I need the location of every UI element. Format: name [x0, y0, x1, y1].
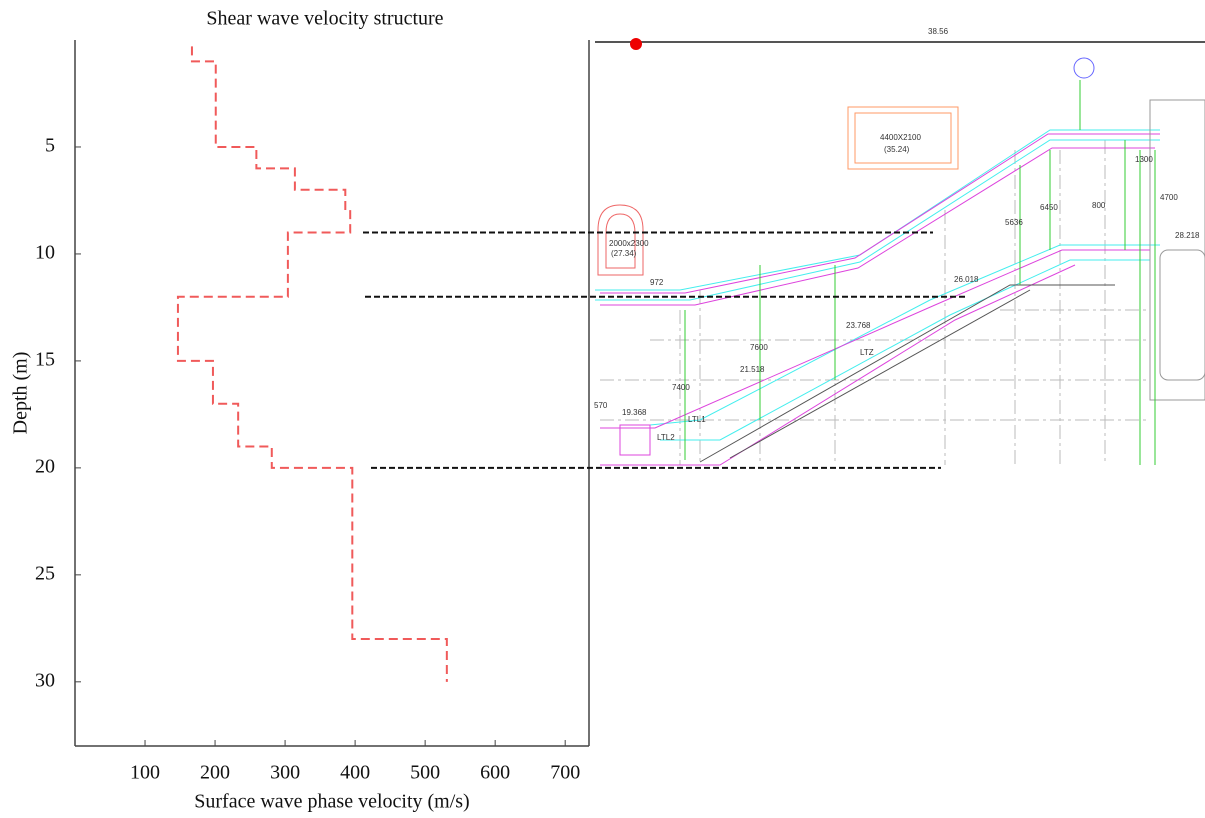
- cad-label: LTZ: [860, 348, 874, 357]
- y-tick-label: 25: [35, 562, 55, 584]
- x-tick-label: 100: [130, 762, 160, 784]
- cad-label: 570: [594, 401, 608, 410]
- chart-title: Shear wave velocity structure: [206, 8, 443, 30]
- x-tick-label: 700: [550, 762, 580, 784]
- x-tick-label: 400: [340, 762, 370, 784]
- y-tick-label: 20: [35, 455, 55, 477]
- cad-label: LTL2: [657, 433, 675, 442]
- upper-stair-cyan: [595, 129, 1160, 441]
- cad-label: 972: [650, 278, 664, 287]
- cad-drawing: [595, 38, 1205, 466]
- cad-label: 5636: [1005, 218, 1023, 227]
- cad-label: 26.018: [954, 275, 979, 284]
- cad-label: 7400: [672, 383, 690, 392]
- cad-label: 23.768: [846, 321, 871, 330]
- cad-labels: 38.56 4400X2100 (35.24) 2000x2300 (27.34…: [594, 27, 1200, 442]
- cad-label: 4400X2100: [880, 133, 921, 142]
- duct-box-inner: [854, 112, 952, 164]
- x-tick-label: 500: [410, 762, 440, 784]
- cad-label: 19.368: [622, 408, 647, 417]
- cad-label: 6450: [1040, 203, 1058, 212]
- cad-label: 21.518: [740, 365, 765, 374]
- cad-label: 4700: [1160, 193, 1178, 202]
- x-axis-label: Surface wave phase velocity (m/s): [194, 791, 469, 813]
- cad-label: LTL1: [688, 415, 706, 424]
- stair-magenta: [600, 133, 1160, 466]
- marker-dot: [630, 38, 642, 50]
- cad-label: (35.24): [884, 145, 910, 154]
- tunnel-outer: [597, 204, 644, 276]
- velocity-profile: [176, 46, 448, 682]
- x-tick-label: 600: [480, 762, 510, 784]
- x-tick-label: 300: [270, 762, 300, 784]
- y-tick-label: 15: [35, 349, 55, 371]
- y-tick-label: 30: [35, 669, 55, 691]
- y-tick-label: 5: [45, 135, 55, 157]
- cad-label: 800: [1092, 201, 1106, 210]
- cad-label: 28.218: [1175, 231, 1200, 240]
- cad-label: 38.56: [928, 27, 949, 36]
- x-tick-label: 200: [200, 762, 230, 784]
- cad-label: 7600: [750, 343, 768, 352]
- y-axis-label: Depth (m): [10, 352, 32, 435]
- duct-box: [847, 106, 959, 170]
- slab: [699, 99, 1205, 463]
- cad-label: (27.34): [611, 249, 637, 258]
- tunnel-inner: [605, 213, 636, 269]
- cad-label: 2000x2300: [609, 239, 649, 248]
- pipe-circle: [1073, 57, 1095, 79]
- cad-label: 1300: [1135, 155, 1153, 164]
- y-tick-label: 10: [35, 242, 55, 264]
- dimension-lines: [684, 80, 1156, 465]
